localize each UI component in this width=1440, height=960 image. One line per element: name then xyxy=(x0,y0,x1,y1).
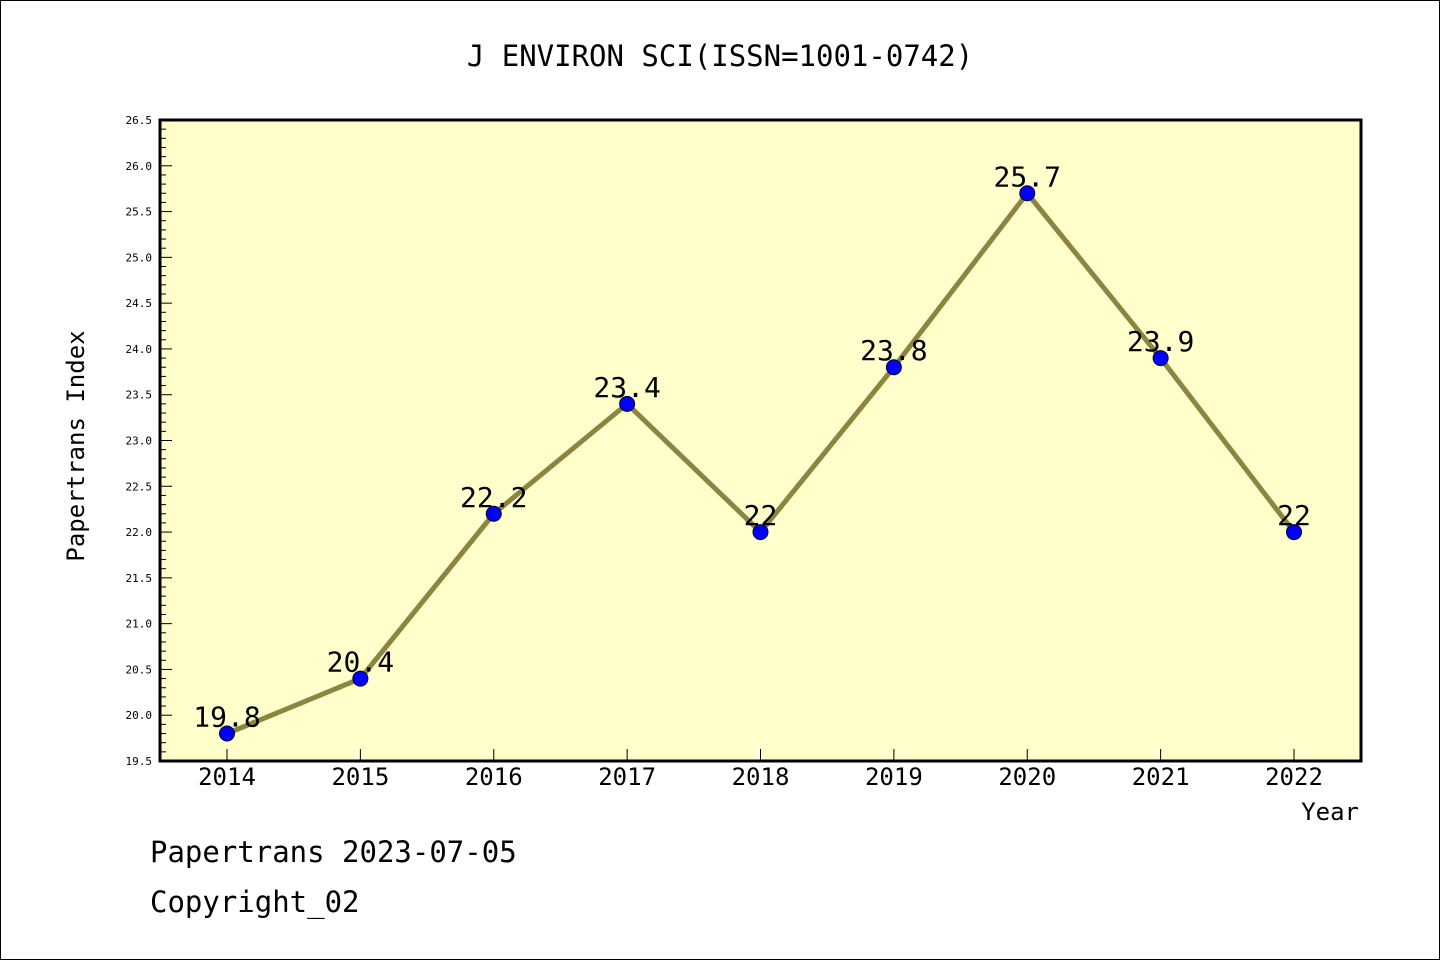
y-tick-label: 21.0 xyxy=(126,618,153,631)
x-tick-label: 2019 xyxy=(865,763,923,791)
data-point xyxy=(485,505,502,522)
plot-area xyxy=(158,118,1363,763)
data-points xyxy=(219,185,1302,742)
x-tick-label: 2018 xyxy=(732,763,790,791)
x-axis: 2014 2015 2016 2017 2018 2019 2020 2021 2022 xyxy=(198,749,1323,791)
y-axis-label: Papertrans Index xyxy=(62,330,90,561)
data-point xyxy=(1152,350,1169,367)
data-label: 23.8 xyxy=(860,334,927,367)
data-label: 19.8 xyxy=(193,701,260,734)
y-axis: 19.5 20.0 20.5 21.0 21.5 22.0 22.5 23.0 23.5 24.0… xyxy=(126,114,172,768)
y-tick-label: 26.0 xyxy=(126,160,153,173)
footer-copyright: Copyright_02 xyxy=(150,885,360,919)
data-label: 23.4 xyxy=(593,371,660,404)
y-tick-label: 22.5 xyxy=(126,480,153,493)
y-tick-label: 25.5 xyxy=(126,206,153,219)
data-point xyxy=(219,725,235,742)
data-labels: 19.8 20.4 22.2 23.4 22 23.8 25.7 23.9 22 xyxy=(193,160,1311,733)
data-label: 23.9 xyxy=(1127,325,1194,358)
y-tick-label: 25.0 xyxy=(126,251,153,264)
x-tick-label: 2021 xyxy=(1132,763,1190,791)
data-point xyxy=(752,524,769,541)
x-tick-label: 2017 xyxy=(598,763,656,791)
x-tick-label: 2016 xyxy=(465,763,523,791)
data-point xyxy=(885,359,902,376)
y-tick-label: 22.0 xyxy=(126,526,153,539)
data-label: 22.2 xyxy=(460,481,527,514)
x-tick-label: 2020 xyxy=(998,763,1056,791)
data-point xyxy=(619,395,636,412)
x-tick-label: 2022 xyxy=(1265,763,1323,791)
y-tick-label: 20.0 xyxy=(126,709,153,722)
y-tick-label: 24.0 xyxy=(126,343,153,356)
x-tick-label: 2014 xyxy=(198,763,256,791)
data-point xyxy=(1019,185,1036,202)
y-tick-label: 23.5 xyxy=(126,389,153,402)
data-point xyxy=(352,670,369,687)
data-label: 20.4 xyxy=(327,646,394,679)
data-label: 22 xyxy=(1277,499,1311,532)
y-tick-label: 21.5 xyxy=(126,572,153,585)
x-axis-label: Year xyxy=(1301,798,1359,826)
data-point xyxy=(1286,524,1302,541)
data-label: 25.7 xyxy=(994,160,1061,193)
chart-title: J ENVIRON SCI(ISSN=1001-0742) xyxy=(467,39,973,73)
footer-date: Papertrans 2023-07-05 xyxy=(150,835,517,869)
y-tick-label: 19.5 xyxy=(126,755,153,768)
x-tick-label: 2015 xyxy=(331,763,389,791)
y-tick-label: 24.5 xyxy=(126,297,153,310)
y-tick-label: 20.5 xyxy=(126,663,153,676)
y-tick-label: 26.5 xyxy=(126,114,153,127)
y-tick-label: 23.0 xyxy=(126,435,153,448)
data-label: 22 xyxy=(744,499,778,532)
